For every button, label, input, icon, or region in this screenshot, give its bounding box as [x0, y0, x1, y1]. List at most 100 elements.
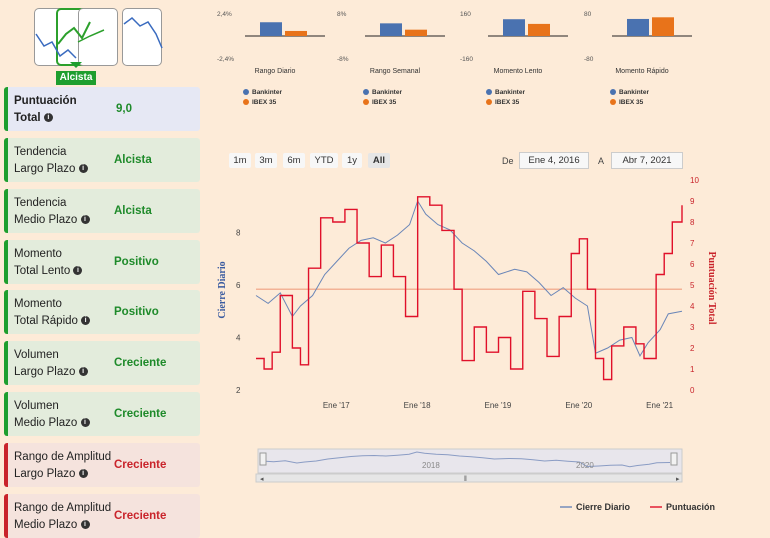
legend-ibex35-label: IBEX 35	[372, 99, 397, 106]
x-tick-label: Ene '21	[646, 401, 673, 410]
range-button-1m[interactable]: 1m	[229, 153, 251, 168]
bar-bankinter	[380, 23, 402, 36]
indicator-card[interactable]: Rango de Amplitud Medio Plazo i Creciente	[4, 494, 200, 538]
range-button-all[interactable]: All	[368, 153, 390, 168]
range-button-ytd[interactable]: YTD	[310, 153, 338, 168]
indicator-label-line1: Momento	[14, 248, 62, 260]
legend-bankinter[interactable]: Bankinter	[363, 89, 402, 96]
mini-bar-chart: 80 -80 Momento Rápido Bankinter IBEX 35	[582, 6, 702, 110]
indicator-value: Alcista	[114, 154, 152, 166]
navigator-line	[261, 451, 671, 468]
tick-min: -2,4%	[217, 56, 234, 63]
bar-bankinter	[627, 18, 649, 36]
navigator-tick-label: 2020	[576, 461, 594, 470]
y-right-tick-label: 9	[690, 197, 695, 206]
legend-ibex35[interactable]: IBEX 35	[363, 99, 396, 106]
navigator-handle-right[interactable]	[670, 452, 678, 466]
y-right-tick-label: 10	[690, 176, 699, 185]
indicator-label-line2: Largo Plazo	[14, 468, 76, 480]
tick-max: 160	[460, 11, 471, 18]
indicator-label-line1: Volumen	[14, 349, 59, 361]
indicator-label: Rango de Amplitud Medio Plazo i	[14, 500, 118, 534]
bar-ibex35	[405, 29, 427, 36]
info-icon[interactable]: i	[78, 164, 88, 174]
indicator-label-line2: Total Lento	[14, 265, 71, 277]
y-right-tick-label: 5	[690, 281, 695, 290]
date-to-input[interactable]: Abr 7, 2021	[611, 152, 683, 169]
legend-bankinter[interactable]: Bankinter	[486, 89, 525, 96]
mini-bar-chart: 160 -160 Momento Lento Bankinter IBEX 35	[458, 6, 578, 110]
info-icon[interactable]: i	[43, 113, 53, 123]
legend-bankinter[interactable]: Bankinter	[243, 89, 282, 96]
legend-bankinter-label: Bankinter	[495, 89, 525, 96]
legend-cierre-label: Cierre Diario	[576, 502, 631, 512]
date-from-input[interactable]: Ene 4, 2016	[519, 152, 589, 169]
series-cierre-diario	[255, 199, 683, 357]
info-icon[interactable]: i	[80, 215, 90, 225]
info-icon[interactable]: i	[80, 520, 90, 530]
legend-bankinter[interactable]: Bankinter	[610, 89, 649, 96]
y-right-tick-label: 8	[690, 218, 695, 227]
navigator-scrollbar[interactable]	[255, 473, 683, 483]
legend-ibex35[interactable]: IBEX 35	[243, 99, 276, 106]
x-tick-label: Ene '17	[323, 401, 350, 410]
navigator-tick-label: 2018	[422, 461, 440, 470]
mini-bar-chart: 8% -8% Rango Semanal Bankinter IBEX 35	[335, 6, 455, 110]
indicator-label-line2: Medio Plazo	[14, 519, 78, 531]
indicator-value: Positivo	[114, 256, 159, 268]
indicator-card[interactable]: Volumen Medio Plazo i Creciente	[4, 392, 200, 436]
x-tick-label: Ene '20	[565, 401, 592, 410]
bar-ibex35	[528, 23, 550, 36]
range-button-6m[interactable]: 6m	[283, 153, 305, 168]
y-left-tick-label: 6	[236, 281, 241, 290]
mini-chart-title: Rango Semanal	[369, 68, 421, 75]
indicator-label-line1: Volumen	[14, 400, 59, 412]
indicator-value: Creciente	[114, 459, 167, 471]
indicator-label-line2: Largo Plazo	[14, 163, 76, 175]
mini-chart-title: Rango Diario	[254, 68, 296, 75]
indicator-card[interactable]: Tendencia Medio Plazo i Alcista	[4, 189, 200, 233]
y-right-axis-title: Puntuación Total	[706, 251, 717, 324]
range-button-3m[interactable]: 3m	[255, 153, 277, 168]
indicator-value: Creciente	[114, 408, 167, 420]
indicator-label-line1: Momento	[14, 298, 62, 310]
indicator-card[interactable]: Puntuación Total i 9,0	[4, 87, 200, 131]
range-button-1y[interactable]: 1y	[342, 153, 362, 168]
indicator-label: Momento Total Lento i	[14, 246, 118, 280]
indicator-label: Tendencia Medio Plazo i	[14, 195, 118, 229]
info-icon[interactable]: i	[78, 469, 88, 479]
indicator-value: Creciente	[114, 510, 167, 522]
mini-bar-chart: 2,4% -2,4% Rango Diario Bankinter IBEX 35	[215, 6, 335, 110]
series-puntuacion	[256, 196, 683, 381]
indicator-label-line2: Largo Plazo	[14, 366, 76, 378]
y-left-tick-label: 2	[236, 386, 241, 395]
indicator-label: Rango de Amplitud Largo Plazo i	[14, 449, 118, 483]
info-icon[interactable]: i	[81, 316, 91, 326]
y-right-tick-label: 1	[690, 365, 695, 374]
indicator-label: Volumen Medio Plazo i	[14, 398, 118, 432]
trend-lines-icon	[35, 17, 163, 68]
indicator-card[interactable]: Momento Total Rápido i Positivo	[4, 290, 200, 334]
indicator-card[interactable]: Momento Total Lento i Positivo	[4, 240, 200, 284]
bar-bankinter	[503, 19, 525, 36]
indicator-value: Creciente	[114, 357, 167, 369]
indicator-card[interactable]: Rango de Amplitud Largo Plazo i Creciente	[4, 443, 200, 487]
navigator-handle-left[interactable]	[259, 452, 267, 466]
info-icon[interactable]: i	[78, 367, 88, 377]
scroll-left-arrow-icon: ◂	[260, 476, 264, 483]
mini-chart-title: Momento Lento	[493, 68, 543, 75]
indicator-card[interactable]: Tendencia Largo Plazo i Alcista	[4, 138, 200, 182]
x-tick-label: Ene '18	[404, 401, 431, 410]
tick-max: 2,4%	[217, 11, 232, 18]
indicator-label-line1: Puntuación	[14, 95, 77, 107]
info-icon[interactable]: i	[73, 266, 83, 276]
navigator-panel	[257, 448, 683, 474]
legend-ibex35[interactable]: IBEX 35	[610, 99, 643, 106]
y-right-tick-label: 0	[690, 386, 695, 395]
info-icon[interactable]: i	[80, 418, 90, 428]
indicator-label-line1: Tendencia	[14, 146, 67, 158]
indicator-card[interactable]: Volumen Largo Plazo i Creciente	[4, 341, 200, 385]
legend-ibex35[interactable]: IBEX 35	[486, 99, 519, 106]
y-right-tick-label: 2	[690, 344, 695, 353]
